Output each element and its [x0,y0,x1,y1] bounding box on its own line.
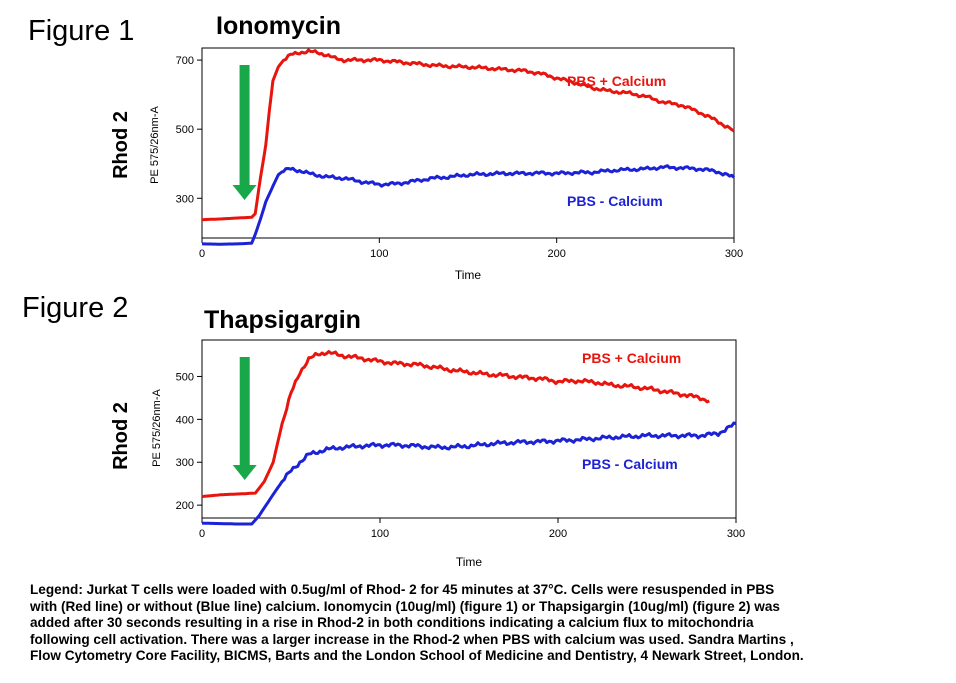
y-tick-label: 300 [176,457,194,469]
x-tick-label: 100 [371,528,389,540]
plot-frame [201,47,735,239]
chart-ionomycin: Figure 1 Ionomycin Rhod 2 PE 575/26nm-A 300 5… [28,12,743,282]
arrow-icon [232,65,257,200]
x-tick-label: 200 [549,528,567,540]
plot-frame [201,339,737,519]
x-tick-label: 300 [727,528,745,540]
y-axis-label: PE 575/26nm-A [151,389,163,467]
figure-label: Figure 2 [22,292,128,324]
x-tick-label: 100 [370,248,388,260]
x-tick-label: 0 [199,248,205,260]
figure-label: Figure 1 [28,15,134,47]
series-label: PBS - Calcium [567,193,663,209]
y-tick-label: 500 [176,124,194,136]
x-axis-label: Time [456,555,483,569]
y-tick-label: 400 [176,414,194,426]
series-label: PBS - Calcium [582,456,678,472]
series-label: PBS + Calcium [567,73,666,89]
figure-legend-text: Legend: Jurkat T cells were loaded with … [30,582,804,663]
chart-title: Thapsigargin [204,306,361,334]
x-tick-label: 200 [547,248,565,260]
series-label: PBS + Calcium [582,350,681,366]
series-line [201,48,735,222]
y-tick-label: 500 [176,371,194,383]
y-tick-label: 700 [176,55,194,67]
rhod2-label: Rhod 2 [110,402,132,470]
chart-thapsigargin: Figure 2 Thapsigargin Rhod 2 PE 575/26nm-A 2… [22,292,745,569]
chart-title: Ionomycin [216,12,341,40]
y-tick-label: 300 [176,193,194,205]
series-line [202,164,736,246]
series-line [201,350,710,499]
series-line [201,421,737,526]
rhod2-label: Rhod 2 [110,111,132,179]
x-axis-label: Time [455,268,482,282]
x-tick-label: 0 [199,528,205,540]
arrow-icon [232,357,257,480]
x-tick-label: 300 [725,248,743,260]
y-tick-label: 200 [176,500,194,512]
y-axis-label: PE 575/26nm-A [149,106,161,184]
